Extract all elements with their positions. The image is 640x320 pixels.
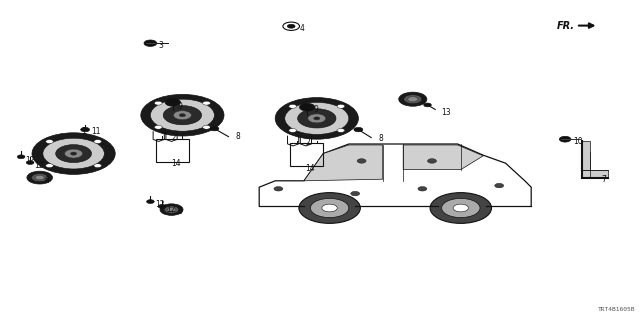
Circle shape (144, 40, 157, 46)
Circle shape (310, 198, 349, 218)
Circle shape (351, 191, 360, 196)
Circle shape (308, 114, 326, 123)
Circle shape (298, 109, 336, 128)
Text: 9: 9 (178, 102, 183, 111)
Circle shape (559, 136, 571, 142)
Text: 11: 11 (92, 127, 101, 136)
Text: 2: 2 (172, 133, 176, 142)
Circle shape (322, 204, 337, 212)
Circle shape (70, 152, 77, 155)
Circle shape (283, 22, 300, 30)
Circle shape (27, 171, 52, 184)
Text: 13: 13 (442, 108, 451, 116)
Circle shape (210, 126, 219, 131)
Circle shape (154, 101, 162, 105)
Circle shape (32, 133, 115, 174)
Circle shape (430, 193, 492, 223)
Circle shape (274, 187, 283, 191)
Circle shape (81, 127, 90, 132)
Text: 6: 6 (44, 176, 49, 185)
Circle shape (442, 198, 480, 218)
Circle shape (299, 193, 360, 223)
Circle shape (94, 140, 102, 143)
Circle shape (337, 104, 345, 108)
Text: TRT4B1605B: TRT4B1605B (597, 307, 635, 312)
Circle shape (424, 103, 431, 107)
Circle shape (285, 102, 349, 134)
Circle shape (418, 187, 427, 191)
Circle shape (160, 204, 183, 215)
Circle shape (337, 129, 345, 132)
Circle shape (203, 125, 211, 129)
Circle shape (428, 159, 436, 163)
Circle shape (45, 164, 53, 168)
Circle shape (399, 92, 427, 106)
Circle shape (35, 175, 44, 180)
Bar (582, 141, 590, 178)
Circle shape (357, 159, 366, 163)
Circle shape (164, 206, 179, 213)
Text: FR.: FR. (557, 20, 575, 31)
Text: 7: 7 (602, 175, 607, 184)
Circle shape (203, 101, 211, 105)
Circle shape (179, 114, 186, 117)
Circle shape (275, 98, 358, 139)
Circle shape (163, 106, 202, 125)
Circle shape (31, 173, 48, 182)
Circle shape (165, 99, 180, 106)
Circle shape (94, 164, 102, 168)
Circle shape (289, 104, 296, 108)
Bar (156, 139, 189, 162)
Circle shape (158, 204, 166, 208)
Text: 12: 12 (156, 200, 165, 209)
Circle shape (453, 204, 468, 212)
Circle shape (154, 125, 162, 129)
Text: 12: 12 (166, 205, 176, 214)
Circle shape (150, 99, 214, 131)
Text: 5: 5 (420, 97, 426, 106)
Text: 1: 1 (81, 127, 86, 136)
Circle shape (147, 200, 154, 204)
Circle shape (300, 103, 315, 111)
Circle shape (314, 117, 320, 120)
Circle shape (495, 183, 504, 188)
Circle shape (56, 145, 92, 163)
Bar (582, 170, 608, 178)
Text: 2: 2 (306, 138, 310, 147)
Circle shape (287, 24, 295, 28)
Circle shape (65, 149, 83, 158)
Text: 12: 12 (35, 161, 44, 170)
Text: 14: 14 (171, 159, 180, 168)
Circle shape (289, 129, 296, 132)
Text: 9: 9 (314, 105, 319, 114)
Text: 8: 8 (379, 134, 383, 143)
Circle shape (173, 111, 191, 120)
Circle shape (26, 161, 34, 164)
Circle shape (408, 97, 418, 102)
Circle shape (17, 155, 25, 159)
Text: 10: 10 (573, 137, 583, 146)
Text: 3: 3 (159, 41, 164, 50)
Text: 14: 14 (305, 164, 315, 173)
Text: 12: 12 (26, 156, 35, 164)
Text: 6: 6 (177, 207, 182, 216)
Polygon shape (304, 145, 383, 181)
Circle shape (168, 208, 175, 212)
Circle shape (43, 138, 104, 169)
Circle shape (354, 127, 363, 132)
Text: 4: 4 (300, 24, 305, 33)
Polygon shape (403, 145, 483, 170)
Circle shape (404, 95, 422, 104)
Circle shape (141, 94, 224, 136)
Bar (290, 143, 323, 166)
Text: 8: 8 (236, 132, 240, 141)
Circle shape (45, 140, 53, 143)
